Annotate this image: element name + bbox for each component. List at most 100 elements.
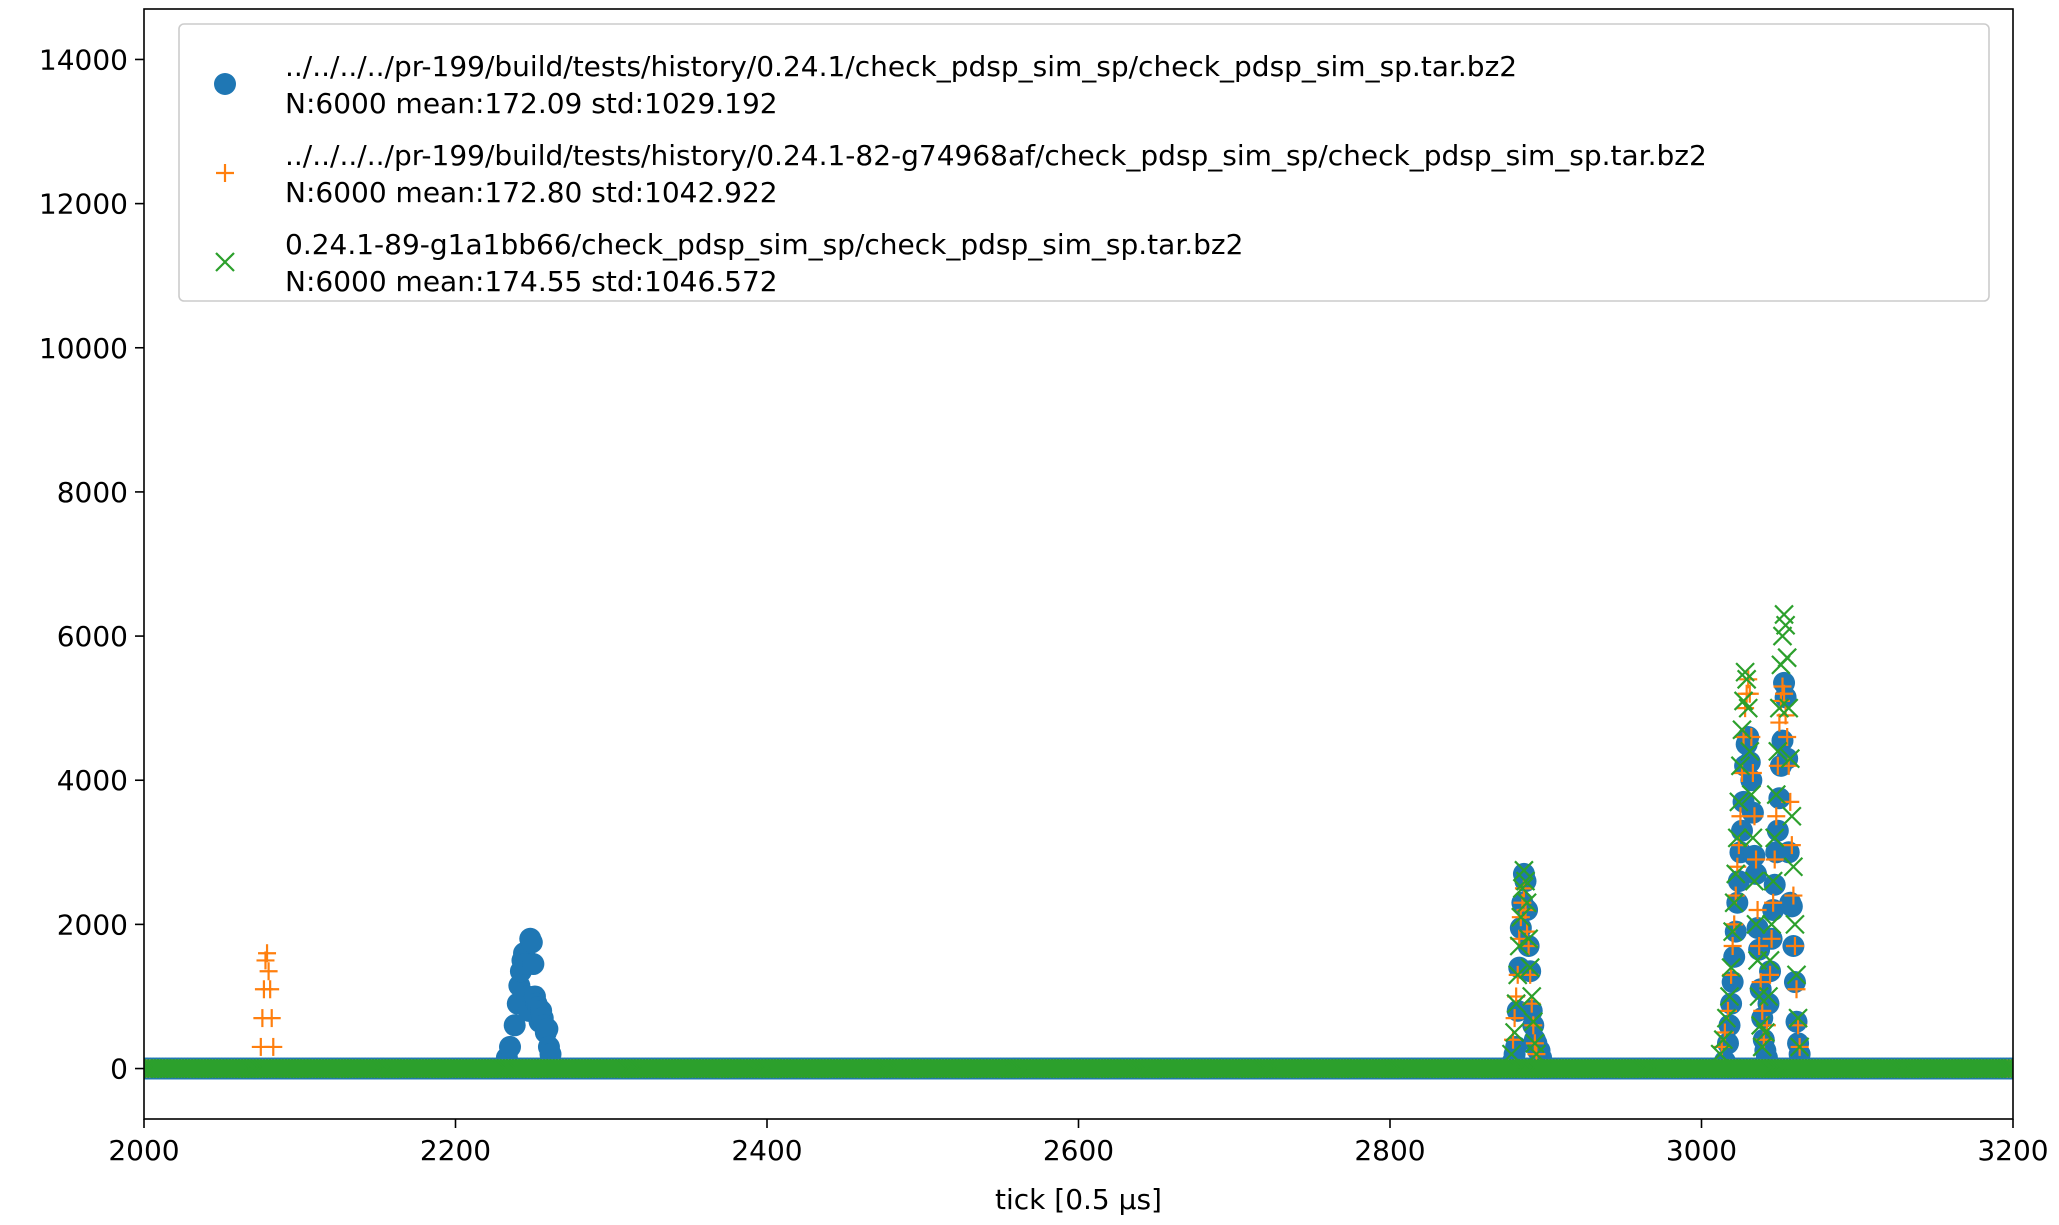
data-point <box>1749 986 1769 1007</box>
data-point <box>1765 850 1784 869</box>
data-point <box>1741 801 1764 824</box>
series-baseline-points <box>144 1058 2013 1079</box>
data-point <box>1760 950 1780 971</box>
data-point <box>1772 626 1793 646</box>
data-point <box>1776 747 1799 770</box>
legend-series-stats: N:6000 mean:172.80 std:1042.922 <box>285 176 778 209</box>
x-tick-label: 2800 <box>1354 1134 1425 1167</box>
data-point <box>1763 871 1783 891</box>
data-point <box>1750 937 1769 956</box>
data-point <box>1501 1044 1522 1064</box>
data-point <box>1740 741 1760 762</box>
data-marks <box>144 604 2013 1080</box>
data-point <box>1773 677 1792 696</box>
data-point <box>1727 828 1748 848</box>
data-point <box>1764 893 1783 912</box>
data-point <box>1526 1044 1547 1064</box>
data-point <box>1743 844 1766 867</box>
data-point <box>256 951 275 970</box>
data-point <box>262 1009 281 1028</box>
data-point <box>1721 957 1741 978</box>
data-point <box>1745 807 1764 826</box>
data-point <box>1726 891 1749 914</box>
legend-series-stats: N:6000 mean:172.09 std:1029.192 <box>285 87 778 120</box>
data-point <box>1741 784 1762 805</box>
data-point <box>1518 929 1539 949</box>
data-point <box>1787 980 1806 999</box>
data-point <box>1777 647 1797 668</box>
data-point <box>520 931 543 954</box>
data-point <box>499 1035 522 1058</box>
data-point <box>1523 1011 1544 1032</box>
data-point <box>1786 965 1807 985</box>
data-point <box>1745 862 1768 885</box>
data-point <box>1740 769 1763 792</box>
y-axis: 0 2000 4000 6000 8000 10000 12000 14000 <box>39 43 144 1086</box>
data-point <box>1746 914 1766 935</box>
x-tick-label: 3000 <box>1666 1134 1737 1167</box>
data-point <box>1755 1022 1776 1043</box>
data-point <box>1761 965 1780 984</box>
data-point <box>1724 892 1744 913</box>
data-point <box>1739 670 1758 689</box>
data-point <box>1713 1029 1734 1050</box>
legend-series-name: ../../../../pr-199/build/tests/history/0… <box>285 139 1707 172</box>
y-tick-label: 10000 <box>39 332 128 365</box>
data-point <box>1725 864 1746 884</box>
data-point <box>1504 1022 1525 1043</box>
data-point <box>1724 920 1747 943</box>
data-point <box>1742 727 1761 746</box>
data-point <box>1511 907 1531 927</box>
data-point <box>1723 945 1746 968</box>
legend-entry-2: ../../../../pr-199/build/tests/history/0… <box>216 139 1707 209</box>
data-point <box>259 962 278 981</box>
data-point <box>1775 615 1796 636</box>
series-peak-points <box>251 670 1809 1064</box>
x-axis-label: tick [0.5 μs] <box>995 1183 1162 1216</box>
data-point <box>1506 993 1526 1014</box>
data-point <box>1784 886 1803 905</box>
data-point <box>1744 871 1765 891</box>
legend-series-name: ../../../../pr-199/build/tests/history/0… <box>285 50 1517 83</box>
data-point <box>536 1017 559 1040</box>
y-tick-label: 6000 <box>57 620 128 653</box>
data-point <box>1782 836 1801 855</box>
x-tick-label: 2400 <box>731 1134 802 1167</box>
data-point <box>1763 873 1786 896</box>
data-point <box>1716 1008 1737 1028</box>
data-point <box>1524 1016 1543 1035</box>
data-point <box>1753 1001 1772 1020</box>
data-point <box>1785 1010 1808 1033</box>
y-tick-label: 14000 <box>39 43 128 76</box>
data-point <box>1748 900 1767 919</box>
y-tick-label: 12000 <box>39 188 128 221</box>
data-point <box>1505 1009 1524 1028</box>
data-point <box>1782 806 1802 827</box>
data-point <box>1723 937 1742 956</box>
data-point <box>1512 878 1533 899</box>
data-point <box>1785 937 1804 956</box>
legend-entries: ../../../../pr-199/build/tests/history/0… <box>214 50 1707 298</box>
data-point <box>214 73 236 95</box>
data-point <box>503 1014 526 1037</box>
legend-entry-1: ../../../../pr-199/build/tests/history/0… <box>214 50 1517 120</box>
data-point <box>1521 986 1542 1007</box>
y-tick-label: 0 <box>110 1053 128 1086</box>
data-point <box>1789 1037 1810 1057</box>
data-point <box>1515 871 1536 891</box>
y-tick-label: 2000 <box>57 908 128 941</box>
data-point <box>1720 992 1743 1015</box>
data-point <box>1735 662 1755 682</box>
data-point <box>1767 807 1786 826</box>
data-point <box>2003 1058 2013 1079</box>
data-point <box>1509 936 1530 956</box>
data-point <box>1758 986 1779 1007</box>
data-point <box>1785 914 1805 935</box>
series-3 <box>144 604 2013 1079</box>
series-1 <box>144 671 2013 1080</box>
x-tick-label: 3200 <box>1977 1134 2048 1167</box>
x-tick-label: 2200 <box>420 1134 491 1167</box>
data-point <box>1507 965 1528 985</box>
data-point <box>1778 698 1799 718</box>
y-tick-label: 4000 <box>57 764 128 797</box>
